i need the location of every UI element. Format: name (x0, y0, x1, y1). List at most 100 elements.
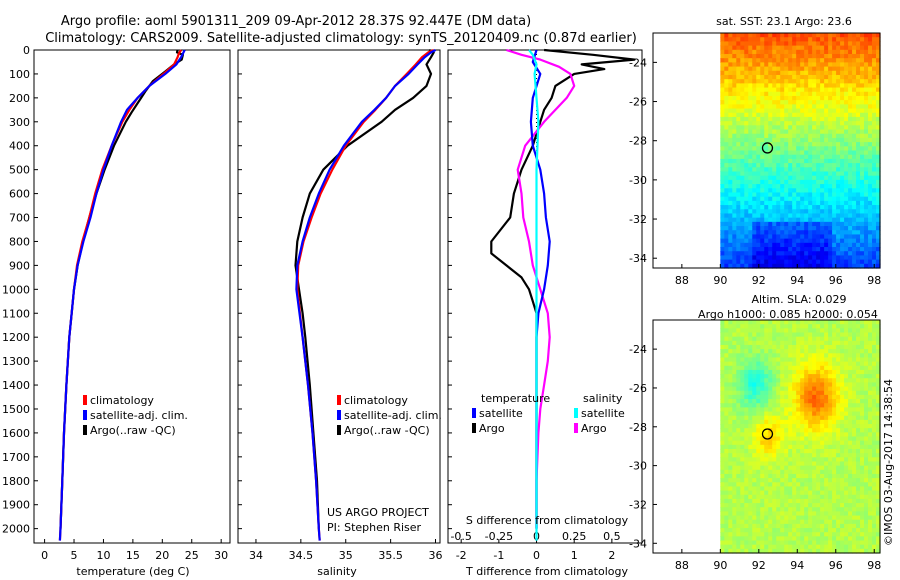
map-cell (848, 205, 853, 210)
map-cell (768, 503, 773, 508)
map-cell (856, 361, 861, 367)
map-cell (736, 79, 741, 84)
map-cell (804, 112, 809, 118)
salinity-panel-frame (237, 49, 441, 544)
map-cell (844, 511, 849, 517)
map-cell (720, 328, 725, 334)
map-cell (760, 91, 765, 97)
map-cell (764, 349, 769, 354)
map-cell (768, 528, 773, 533)
map-cell (736, 532, 741, 537)
map-cell (804, 137, 809, 143)
map-cell (776, 217, 781, 223)
salinity-legend-swatch (337, 425, 341, 435)
map-cell (844, 473, 849, 479)
map-cell (752, 369, 757, 375)
map-cell (720, 411, 725, 417)
map-cell (804, 58, 809, 63)
map-cell (740, 473, 745, 479)
map-cell (828, 399, 833, 404)
map-cell (796, 205, 801, 210)
map-cell (808, 369, 813, 375)
map-cell (740, 365, 745, 371)
map-cell (772, 74, 777, 80)
map-cell (792, 548, 797, 554)
map-cell (868, 259, 873, 265)
map-cell (776, 255, 781, 261)
map-cell (788, 66, 793, 72)
map-cell (732, 407, 737, 413)
map-cell (800, 100, 805, 105)
map-cell (852, 461, 857, 467)
map-cell (852, 142, 857, 147)
map-cell (764, 494, 769, 500)
map-cell (776, 548, 781, 554)
map-cell (864, 473, 869, 479)
map-cell (752, 349, 757, 354)
map-cell (724, 41, 729, 47)
map-cell (816, 394, 821, 400)
map-cell (852, 247, 857, 252)
map-cell (876, 133, 881, 139)
map-cell (748, 37, 753, 42)
map-cell (852, 179, 857, 185)
map-cell (872, 171, 877, 177)
map-cell (868, 205, 873, 210)
map-cell (800, 125, 805, 131)
map-cell (796, 230, 801, 236)
map-cell (792, 108, 797, 114)
x-tick-label: 34.5 (289, 549, 314, 562)
map-cell (724, 230, 729, 236)
map-cell (760, 465, 765, 471)
map-cell (772, 490, 777, 496)
map-cell (876, 511, 881, 517)
map-cell (740, 213, 745, 219)
map-cell (728, 490, 733, 496)
map-cell (824, 112, 829, 118)
map-cell (804, 361, 809, 367)
map-cell (748, 448, 753, 454)
map-cell (844, 230, 849, 236)
map-cell (864, 378, 869, 384)
map-cell (728, 163, 733, 168)
map-cell (720, 453, 725, 458)
map-cell (864, 357, 869, 363)
map-cell (732, 142, 737, 147)
map-cell (812, 357, 817, 363)
map-cell (744, 158, 749, 164)
map-cell (720, 536, 725, 542)
map-cell (868, 486, 873, 492)
map-cell (824, 436, 829, 442)
map-cell (752, 91, 757, 97)
map-cell (844, 519, 849, 525)
map-cell (720, 324, 725, 329)
map-cell (824, 503, 829, 508)
map-cell (848, 540, 853, 546)
map-cell (808, 332, 813, 338)
map-cell (792, 116, 797, 122)
map-cell (764, 192, 769, 198)
map-cell (804, 519, 809, 525)
map-cell (864, 428, 869, 433)
map-cell (768, 45, 773, 51)
map-cell (812, 382, 817, 388)
map-cell (852, 374, 857, 379)
map-cell (720, 179, 725, 185)
map-cell (876, 188, 881, 194)
map-cell (840, 70, 845, 76)
map-cell (792, 87, 797, 93)
map-cell (812, 465, 817, 471)
map-cell (812, 511, 817, 517)
map-cell (752, 507, 757, 512)
map-cell (732, 532, 737, 537)
map-cell (872, 528, 877, 533)
map-cell (748, 205, 753, 210)
map-cell (844, 66, 849, 72)
map-cell (784, 494, 789, 500)
map-cell (748, 490, 753, 496)
map-cell (816, 407, 821, 413)
map-cell (828, 378, 833, 384)
map-cell (788, 498, 793, 504)
map-cell (792, 129, 797, 135)
map-cell (816, 382, 821, 388)
